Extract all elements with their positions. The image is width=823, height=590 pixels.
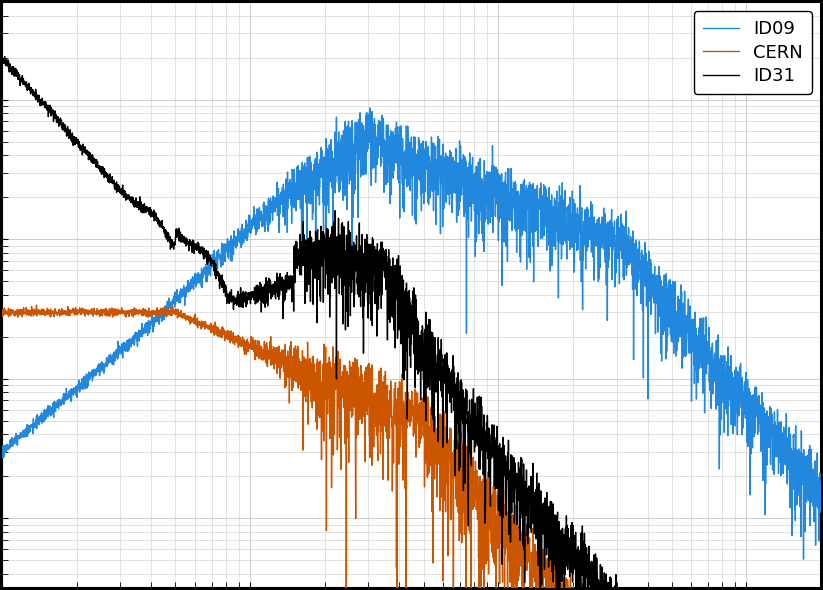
ID09 (0, 442, 7, 450)
ID09 (386, 191, 396, 198)
ID09 (751, 430, 760, 437)
Line: ID09: ID09 (2, 108, 821, 559)
ID09 (365, 104, 374, 112)
CERN (0, 309, 7, 316)
ID09 (347, 149, 357, 156)
ID09 (791, 472, 801, 479)
ID09 (798, 556, 808, 563)
CERN (387, 398, 397, 405)
CERN (342, 369, 351, 376)
ID09 (593, 237, 602, 244)
ID09 (342, 168, 351, 175)
ID09 (816, 480, 823, 487)
ID31 (347, 247, 357, 254)
ID31 (0, 51, 7, 58)
ID31 (592, 585, 602, 590)
Line: CERN: CERN (2, 305, 821, 590)
ID31 (386, 269, 396, 276)
ID31 (342, 297, 351, 304)
CERN (31, 301, 41, 309)
CERN (348, 373, 358, 380)
Line: ID31: ID31 (2, 54, 821, 590)
Legend: ID09, CERN, ID31: ID09, CERN, ID31 (694, 11, 811, 94)
